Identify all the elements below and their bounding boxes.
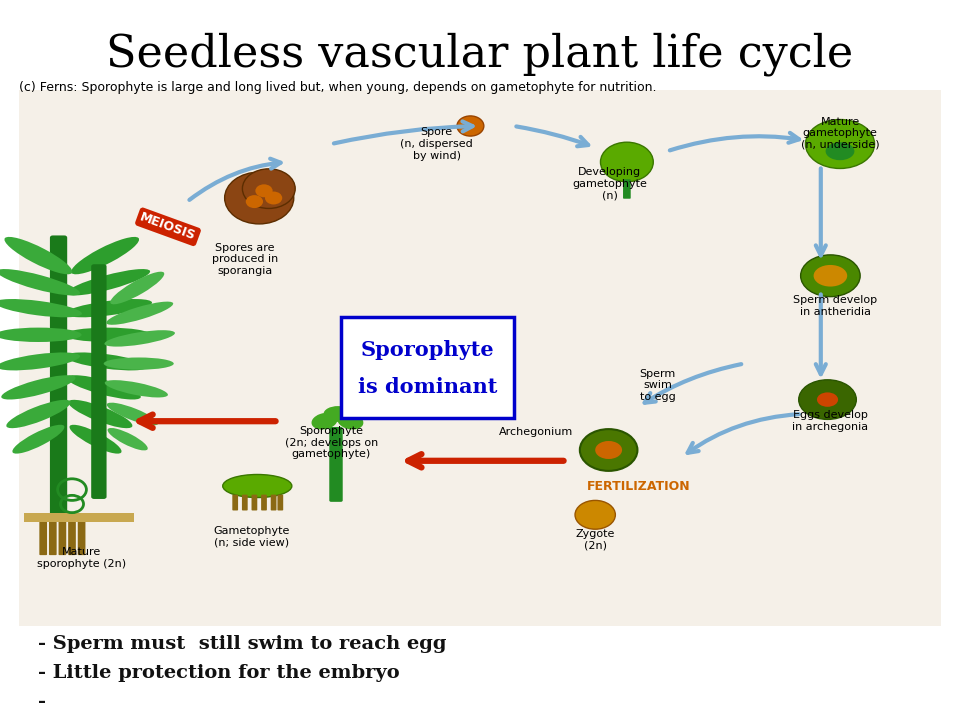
Text: Eggs develop
in archegonia: Eggs develop in archegonia	[792, 410, 869, 432]
Ellipse shape	[65, 353, 148, 370]
FancyBboxPatch shape	[271, 495, 276, 510]
Ellipse shape	[801, 255, 860, 297]
Text: Sperm
swim
to egg: Sperm swim to egg	[639, 369, 676, 402]
Text: -: -	[38, 693, 46, 711]
FancyBboxPatch shape	[341, 317, 514, 418]
Ellipse shape	[805, 120, 875, 168]
Ellipse shape	[223, 474, 292, 498]
Ellipse shape	[0, 328, 82, 342]
Ellipse shape	[242, 169, 296, 209]
FancyBboxPatch shape	[50, 235, 67, 517]
FancyBboxPatch shape	[19, 90, 941, 626]
Ellipse shape	[265, 192, 282, 204]
Ellipse shape	[0, 353, 80, 370]
Ellipse shape	[799, 380, 856, 419]
Text: Spore
(n, dispersed
by wind): Spore (n, dispersed by wind)	[400, 127, 473, 161]
Text: - Sperm must  still swim to reach egg: - Sperm must still swim to reach egg	[38, 635, 447, 653]
Text: Mature
gametophyte
(n, underside): Mature gametophyte (n, underside)	[801, 117, 879, 150]
Text: MEIOSIS: MEIOSIS	[138, 211, 198, 243]
Ellipse shape	[601, 143, 653, 181]
Ellipse shape	[108, 428, 148, 451]
Text: Developing
gametophyte
(n): Developing gametophyte (n)	[572, 167, 647, 200]
Ellipse shape	[575, 500, 615, 529]
FancyBboxPatch shape	[623, 179, 631, 199]
FancyBboxPatch shape	[252, 495, 257, 510]
Ellipse shape	[69, 425, 122, 454]
FancyBboxPatch shape	[39, 514, 47, 555]
Text: (c) Ferns: Sporophyte is large and long lived but, when young, depends on gameto: (c) Ferns: Sporophyte is large and long …	[19, 81, 657, 94]
Text: FERTILIZATION: FERTILIZATION	[587, 480, 690, 492]
FancyBboxPatch shape	[242, 495, 248, 510]
Ellipse shape	[826, 142, 854, 160]
Ellipse shape	[5, 237, 72, 274]
FancyBboxPatch shape	[59, 514, 66, 555]
FancyBboxPatch shape	[78, 514, 85, 555]
Text: Archegonium: Archegonium	[498, 427, 573, 437]
Text: - Little protection for the embryo: - Little protection for the embryo	[38, 664, 400, 682]
FancyBboxPatch shape	[277, 495, 283, 510]
Text: Sperm develop
in antheridia: Sperm develop in antheridia	[793, 295, 877, 317]
Ellipse shape	[324, 406, 352, 422]
Ellipse shape	[105, 380, 168, 397]
FancyBboxPatch shape	[329, 427, 343, 502]
Ellipse shape	[1, 375, 76, 400]
Ellipse shape	[66, 375, 141, 400]
FancyBboxPatch shape	[68, 514, 76, 555]
Ellipse shape	[225, 172, 294, 224]
Ellipse shape	[12, 425, 64, 454]
Text: Gametophyte
(n; side view): Gametophyte (n; side view)	[213, 526, 290, 547]
Ellipse shape	[457, 116, 484, 136]
Text: Zygote
(2n): Zygote (2n)	[575, 529, 615, 551]
Ellipse shape	[814, 265, 847, 287]
FancyBboxPatch shape	[232, 495, 238, 510]
Ellipse shape	[68, 400, 132, 428]
Text: Sporophyte: Sporophyte	[360, 340, 494, 360]
Ellipse shape	[7, 400, 70, 428]
Ellipse shape	[580, 429, 637, 471]
Ellipse shape	[104, 358, 174, 370]
Ellipse shape	[255, 184, 273, 197]
Ellipse shape	[0, 299, 82, 318]
Ellipse shape	[67, 269, 150, 295]
FancyBboxPatch shape	[24, 513, 134, 522]
Ellipse shape	[246, 195, 263, 208]
Ellipse shape	[105, 330, 175, 346]
Text: Sporophyte
(2n; develops on
gametophyte): Sporophyte (2n; develops on gametophyte)	[284, 426, 378, 459]
Text: Spores are
produced in
sporangia: Spores are produced in sporangia	[211, 243, 278, 276]
Ellipse shape	[817, 392, 838, 407]
Ellipse shape	[311, 413, 338, 430]
Ellipse shape	[64, 328, 151, 342]
Text: is dominant: is dominant	[357, 377, 497, 397]
Ellipse shape	[337, 413, 364, 430]
FancyBboxPatch shape	[49, 514, 57, 555]
FancyBboxPatch shape	[91, 264, 107, 499]
Ellipse shape	[110, 271, 164, 305]
Ellipse shape	[107, 302, 173, 325]
Ellipse shape	[595, 441, 622, 459]
Ellipse shape	[71, 237, 139, 274]
Text: Mature
sporophyte (2n): Mature sporophyte (2n)	[37, 547, 126, 569]
Text: Seedless vascular plant life cycle: Seedless vascular plant life cycle	[107, 32, 853, 76]
FancyBboxPatch shape	[261, 495, 267, 510]
Ellipse shape	[107, 402, 158, 426]
Ellipse shape	[0, 269, 80, 295]
Ellipse shape	[65, 299, 152, 318]
